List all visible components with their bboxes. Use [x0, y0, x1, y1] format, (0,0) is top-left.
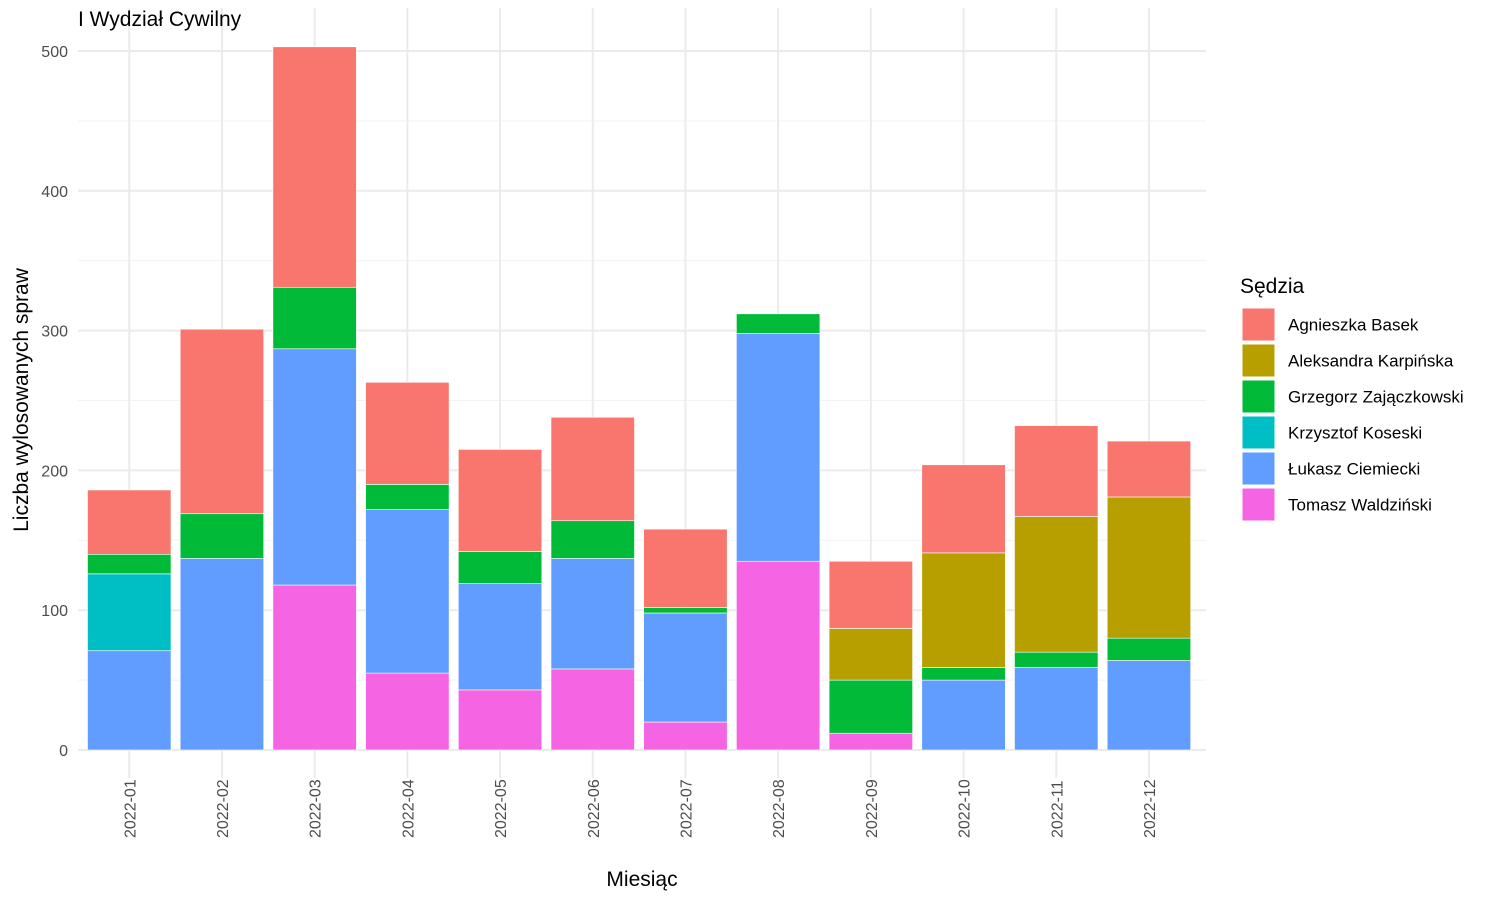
x-axis-ticks: 2022-01 2022-02 2022-03 2022-04 2022-05 2022-…: [122, 779, 1159, 838]
bar-segment: [457, 583, 543, 691]
bar-segment: [921, 679, 1006, 751]
x-tick-label: 2022-12: [1142, 779, 1159, 838]
bar-segment: [643, 721, 728, 751]
bar-segment: [550, 668, 635, 751]
y-axis-title: Liczba wylosowanych spraw: [10, 267, 33, 532]
x-tick-label: 2022-03: [308, 779, 325, 838]
x-tick-label: 2022-09: [864, 779, 881, 838]
bar-segment: [921, 464, 1006, 554]
x-tick-label: 2022-04: [400, 779, 417, 838]
bar-segment: [550, 558, 635, 670]
bar-segment: [365, 484, 450, 510]
bar-segment: [87, 489, 172, 555]
bar-segment: [272, 348, 357, 586]
bar-segment: [1106, 440, 1191, 498]
x-tick-label: 2022-11: [1049, 780, 1066, 838]
bar-segment: [87, 553, 172, 575]
chart-title: I Wydział Cywilny: [78, 8, 242, 31]
legend-label: Grzegorz Zajączkowski: [1288, 388, 1464, 407]
x-tick-label: 2022-02: [215, 779, 232, 838]
bar-segment: [828, 560, 913, 629]
bar-segment: [272, 584, 357, 751]
x-tick-label: 2022-08: [771, 779, 788, 838]
legend-key: [1241, 415, 1276, 450]
bar-segment: [365, 382, 450, 485]
bar-segment: [457, 551, 543, 584]
legend-key: [1241, 307, 1276, 342]
bar-segment: [1014, 667, 1099, 751]
bar-segment: [1106, 637, 1191, 661]
x-tick-label: 2022-05: [493, 779, 510, 838]
bar-segment: [550, 416, 635, 522]
bar-segment: [1014, 425, 1099, 517]
bar-segment: [457, 689, 543, 751]
bar-segment: [1106, 496, 1191, 639]
bar-segment: [272, 46, 357, 288]
bar-segment: [365, 509, 450, 674]
bar-segment: [87, 650, 172, 751]
bar-segment: [1014, 651, 1099, 668]
y-tick-label: 500: [41, 44, 68, 61]
legend-label: Krzysztof Koseski: [1288, 424, 1422, 443]
bar-segment: [736, 560, 821, 751]
bar-segment: [179, 558, 264, 751]
bar-segment: [736, 313, 821, 334]
legend-key: [1241, 487, 1276, 522]
legend-key: [1241, 343, 1276, 378]
legend: Sędzia Agnieszka Basek Aleksandra Karpińs…: [1240, 275, 1464, 522]
bar-segment: [643, 528, 728, 608]
legend-key: [1241, 451, 1276, 486]
y-tick-label: 400: [41, 184, 68, 201]
legend-key: [1241, 379, 1276, 414]
legend-label: Aleksandra Karpińska: [1288, 352, 1454, 371]
bar-segment: [272, 286, 357, 350]
bar-segment: [1014, 516, 1099, 653]
bar-segment: [179, 513, 264, 559]
legend-label: Tomasz Waldziński: [1288, 496, 1432, 515]
bar-segment: [828, 732, 913, 751]
bar-segment: [365, 672, 450, 751]
bar-segment: [921, 552, 1006, 668]
y-axis-ticks: 0 100 200 300 400 500: [41, 44, 68, 760]
legend-label: Agnieszka Basek: [1288, 316, 1419, 335]
y-tick-label: 0: [59, 743, 68, 760]
y-tick-label: 100: [41, 603, 68, 620]
x-tick-label: 2022-06: [586, 779, 603, 838]
bar-segment: [643, 612, 728, 723]
bar-segment: [921, 667, 1006, 681]
y-tick-label: 300: [41, 324, 68, 341]
x-tick-label: 2022-10: [957, 779, 974, 838]
bar-segment: [1106, 660, 1191, 751]
bar-segment: [828, 628, 913, 681]
bar-segment: [643, 607, 728, 614]
x-tick-label: 2022-07: [678, 779, 695, 838]
x-tick-label: 2022-01: [122, 779, 139, 838]
bar-segment: [736, 333, 821, 562]
bar-segment: [87, 573, 172, 652]
bar-segment: [550, 520, 635, 559]
x-axis-title: Miesiąc: [606, 868, 677, 891]
bar-segment: [828, 679, 913, 734]
y-tick-label: 200: [41, 463, 68, 480]
legend-title: Sędzia: [1240, 275, 1305, 298]
bars: [87, 46, 1191, 751]
legend-label: Łukasz Ciemiecki: [1288, 460, 1420, 479]
bar-segment: [457, 449, 543, 552]
bar-segment: [179, 328, 264, 515]
